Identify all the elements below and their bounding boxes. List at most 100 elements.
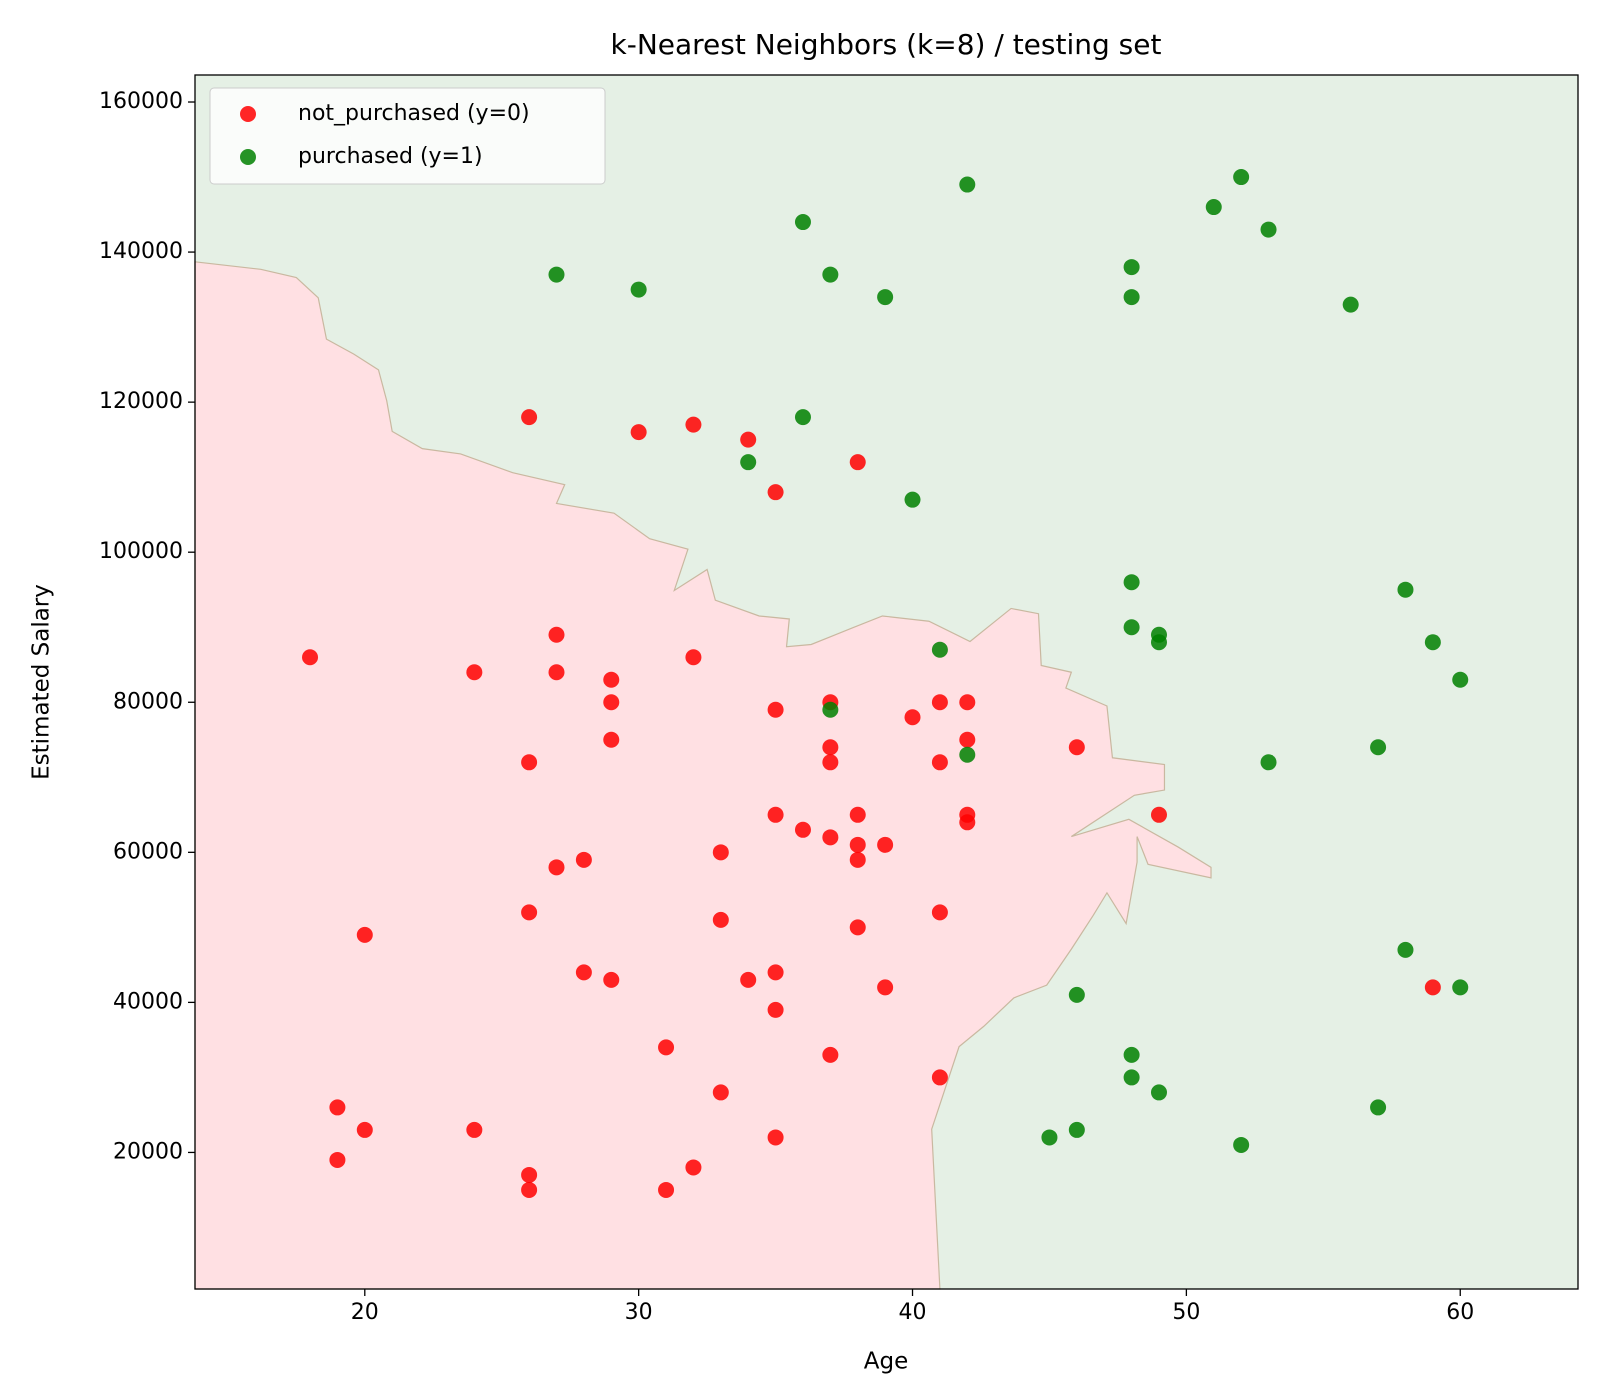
- data-point: [1123, 259, 1140, 276]
- data-point: [1397, 941, 1414, 958]
- data-point: [1068, 739, 1085, 756]
- data-point: [822, 266, 839, 283]
- data-point: [959, 814, 976, 831]
- data-point: [1150, 634, 1167, 651]
- data-point: [548, 266, 565, 283]
- data-point: [794, 821, 811, 838]
- data-point: [1233, 1136, 1250, 1153]
- data-point: [1342, 296, 1359, 313]
- data-point: [1068, 1121, 1085, 1138]
- data-point: [712, 844, 729, 861]
- data-point: [1068, 986, 1085, 1003]
- data-point: [740, 454, 757, 471]
- data-point: [877, 289, 894, 306]
- x-axis-label: Age: [864, 1349, 908, 1375]
- data-point: [1123, 574, 1140, 591]
- data-point: [685, 649, 702, 666]
- data-point: [521, 754, 538, 771]
- data-point: [603, 694, 620, 711]
- data-point: [822, 739, 839, 756]
- y-tick-label: 140000: [99, 239, 183, 264]
- data-point: [1397, 581, 1414, 598]
- data-point: [849, 806, 866, 823]
- data-point: [302, 649, 319, 666]
- data-point: [822, 1046, 839, 1063]
- data-point: [767, 701, 784, 718]
- data-point: [767, 1001, 784, 1018]
- x-tick-label: 40: [899, 1300, 927, 1325]
- data-point: [767, 964, 784, 981]
- chart-title: k-Nearest Neighbors (k=8) / testing set: [611, 28, 1162, 61]
- data-point: [849, 836, 866, 853]
- data-point: [356, 926, 373, 943]
- y-tick-label: 160000: [99, 89, 183, 114]
- data-point: [575, 964, 592, 981]
- x-tick-label: 50: [1172, 1300, 1200, 1325]
- data-point: [849, 454, 866, 471]
- data-point: [603, 971, 620, 988]
- data-point: [548, 664, 565, 681]
- x-tick-label: 60: [1446, 1300, 1474, 1325]
- data-point: [767, 806, 784, 823]
- data-point: [329, 1099, 346, 1116]
- legend-box: [209, 87, 606, 185]
- data-point: [1370, 739, 1387, 756]
- decision-region: [194, 261, 1212, 1290]
- data-point: [575, 851, 592, 868]
- data-point: [685, 1159, 702, 1176]
- data-point: [658, 1039, 675, 1056]
- data-point: [931, 1069, 948, 1086]
- data-point: [1150, 806, 1167, 823]
- data-point: [630, 424, 647, 441]
- data-point: [822, 754, 839, 771]
- data-point: [1424, 634, 1441, 651]
- data-point: [1452, 671, 1469, 688]
- data-point: [877, 979, 894, 996]
- data-point: [356, 1121, 373, 1138]
- data-point: [1233, 169, 1250, 186]
- data-point: [740, 971, 757, 988]
- data-point: [849, 919, 866, 936]
- y-tick-label: 20000: [113, 1139, 183, 1164]
- x-tick-label: 20: [351, 1300, 379, 1325]
- data-point: [877, 836, 894, 853]
- data-point: [630, 281, 647, 298]
- data-point: [1123, 1069, 1140, 1086]
- data-point: [767, 484, 784, 501]
- data-point: [904, 709, 921, 726]
- data-point: [1123, 1046, 1140, 1063]
- y-tick-label: 100000: [99, 539, 183, 564]
- data-point: [767, 1129, 784, 1146]
- legend-label: not_purchased (y=0): [298, 101, 530, 126]
- data-point: [548, 859, 565, 876]
- data-point: [849, 851, 866, 868]
- plot-frame: [194, 74, 1579, 1290]
- data-point: [822, 701, 839, 718]
- data-point: [1041, 1129, 1058, 1146]
- data-point: [1424, 979, 1441, 996]
- data-point: [959, 694, 976, 711]
- data-point: [931, 904, 948, 921]
- data-point: [904, 491, 921, 508]
- data-point: [603, 731, 620, 748]
- data-point: [959, 731, 976, 748]
- y-tick-label: 80000: [113, 689, 183, 714]
- data-point: [521, 409, 538, 426]
- data-point: [1123, 289, 1140, 306]
- x-tick-label: 30: [625, 1300, 653, 1325]
- data-point: [329, 1151, 346, 1168]
- data-point: [685, 416, 702, 433]
- data-point: [548, 626, 565, 643]
- data-point: [931, 694, 948, 711]
- data-point: [1452, 979, 1469, 996]
- data-point: [603, 671, 620, 688]
- y-tick-label: 60000: [113, 839, 183, 864]
- data-point: [1205, 199, 1222, 216]
- data-point: [794, 214, 811, 231]
- data-point: [466, 1121, 483, 1138]
- data-point: [959, 176, 976, 193]
- data-point: [794, 409, 811, 426]
- y-tick-label: 40000: [113, 989, 183, 1014]
- data-point: [1123, 619, 1140, 636]
